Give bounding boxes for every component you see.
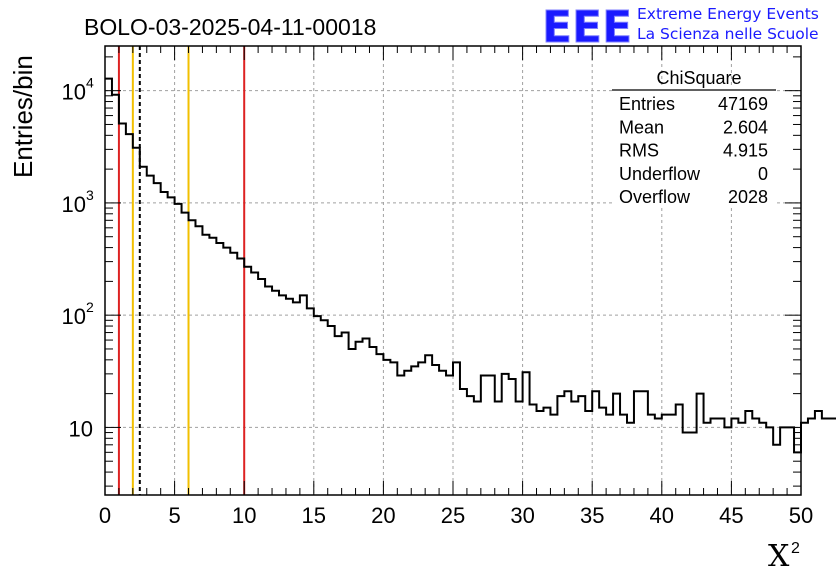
y-tick-label-base: 10 — [62, 192, 86, 217]
eee-logo-mark: EEE — [542, 2, 632, 53]
stats-row-label: Overflow — [619, 187, 691, 207]
x-tick-label: 25 — [441, 503, 465, 528]
y-tick-label-base: 10 — [62, 80, 86, 105]
y-tick-label-exponent: 4 — [86, 75, 94, 91]
stats-box-background — [612, 88, 776, 206]
x-tick-label: 50 — [789, 503, 813, 528]
y-tick-label: 10 3 — [62, 187, 94, 217]
x-tick-label: 35 — [580, 503, 604, 528]
x-tick-label: 5 — [168, 503, 180, 528]
stats-row-label: RMS — [619, 141, 659, 161]
stats-row-value: 4.915 — [723, 141, 768, 161]
stats-row-value: 0 — [758, 164, 768, 184]
x-tick-label: 10 — [232, 503, 256, 528]
chart-title: BOLO-03-2025-04-11-00018 — [84, 14, 376, 40]
stats-row-value: 2028 — [728, 187, 768, 207]
stats-box-title: ChiSquare — [656, 68, 741, 88]
y-tick-label-base: 10 — [62, 304, 86, 329]
y-tick-label-exponent: 2 — [86, 299, 94, 315]
stats-box: ChiSquare Entries 47169 Mean 2.604 RMS 4.915 Un… — [612, 68, 776, 207]
x-tick-label: 0 — [99, 503, 111, 528]
eee-logo: EEE Extreme Energy Events La Scienza nel… — [542, 2, 819, 54]
y-tick-label-base: 10 — [69, 416, 93, 441]
y-tick-label: 10 — [69, 416, 93, 441]
y-axis-label: Entries/bin — [8, 55, 38, 178]
stats-row-label: Underflow — [619, 164, 701, 184]
eee-logo-line1: Extreme Energy Events — [637, 5, 819, 23]
y-tick-label: 10 4 — [62, 75, 94, 105]
x-axis-ticks: 0 5 10 15 20 25 30 35 40 45 50 — [99, 46, 813, 528]
y-tick-label: 10 2 — [62, 299, 94, 329]
x-tick-label: 30 — [510, 503, 534, 528]
x-tick-label: 20 — [371, 503, 395, 528]
x-tick-label: 45 — [719, 503, 743, 528]
stats-row-value: 47169 — [718, 94, 768, 114]
histogram-line — [105, 77, 836, 454]
y-tick-label-exponent: 3 — [86, 187, 94, 203]
eee-logo-line2: La Scienza nelle Scuole — [637, 25, 819, 43]
x-axis-label: X 2 — [768, 539, 800, 572]
x-tick-label: 15 — [302, 503, 326, 528]
x-tick-label: 40 — [650, 503, 674, 528]
stats-row-value: 2.604 — [723, 117, 768, 137]
stats-row-label: Mean — [619, 117, 664, 137]
x-axis-label-superscript: 2 — [791, 540, 800, 557]
x-axis-label-text: X — [768, 539, 790, 572]
stats-row-label: Entries — [619, 94, 675, 114]
